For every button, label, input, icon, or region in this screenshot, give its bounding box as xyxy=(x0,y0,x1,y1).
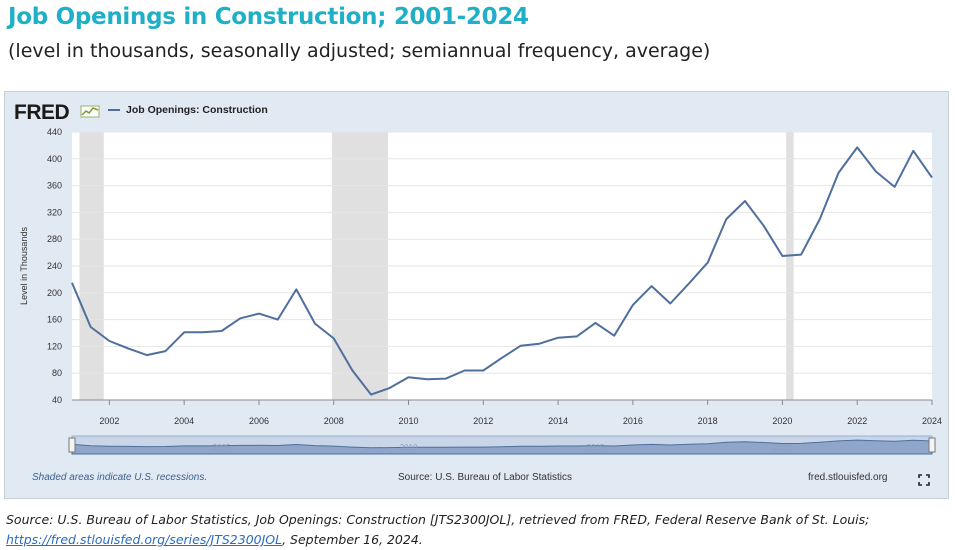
data-point xyxy=(875,170,877,172)
navigator-label-2: 2015 xyxy=(587,443,605,452)
data-point xyxy=(725,218,727,220)
data-point xyxy=(912,150,914,152)
data-point xyxy=(108,340,110,342)
data-point xyxy=(220,330,222,332)
x-tick-label-2008: 2008 xyxy=(324,416,344,426)
navigator-handle-right[interactable] xyxy=(928,437,936,453)
y-tick-label-240: 240 xyxy=(47,261,62,271)
y-tick-label-400: 400 xyxy=(47,154,62,164)
page-title: Job Openings in Construction; 2001-2024 xyxy=(8,4,529,30)
y-tick-label-120: 120 xyxy=(47,341,62,351)
navigator-label-3: 2020 xyxy=(774,443,792,452)
data-point xyxy=(800,253,802,255)
data-point xyxy=(706,261,708,263)
data-point xyxy=(426,378,428,380)
data-point xyxy=(407,376,409,378)
navigator-handle-left[interactable] xyxy=(68,437,76,453)
navigator-label-1: 2010 xyxy=(400,443,418,452)
data-point xyxy=(71,282,73,284)
data-point xyxy=(146,354,148,356)
fullscreen-icon[interactable] xyxy=(918,474,930,486)
data-point xyxy=(744,200,746,202)
data-point xyxy=(89,326,91,328)
source-footer: Source: U.S. Bureau of Labor Statistics,… xyxy=(6,510,869,550)
y-tick-label-320: 320 xyxy=(47,207,62,217)
data-point xyxy=(239,317,241,319)
data-point xyxy=(576,335,578,337)
x-tick-label-2010: 2010 xyxy=(399,416,419,426)
data-point xyxy=(893,186,895,188)
data-point xyxy=(333,337,335,339)
y-tick-label-280: 280 xyxy=(47,234,62,244)
data-point xyxy=(370,393,372,395)
retrieval-date: , September 16, 2024. xyxy=(282,532,423,547)
y-tick-label-40: 40 xyxy=(52,395,62,405)
y-tick-label-440: 440 xyxy=(47,127,62,137)
data-point xyxy=(389,387,391,389)
data-point xyxy=(164,350,166,352)
x-tick-label-2002: 2002 xyxy=(99,416,119,426)
x-tick-label-2014: 2014 xyxy=(548,416,568,426)
source-link[interactable]: https://fred.stlouisfed.org/series/JTS23… xyxy=(6,532,283,547)
x-tick-label-2012: 2012 xyxy=(473,416,493,426)
fred-site-link[interactable]: fred.stlouisfed.org xyxy=(808,472,888,483)
x-tick-label-2016: 2016 xyxy=(623,416,643,426)
data-point xyxy=(763,225,765,227)
source-link-line: https://fred.stlouisfed.org/series/JTS23… xyxy=(6,530,869,550)
y-tick-label-160: 160 xyxy=(47,315,62,325)
data-point xyxy=(463,369,465,371)
data-point xyxy=(688,282,690,284)
data-point xyxy=(258,312,260,314)
y-tick-label-80: 80 xyxy=(52,368,62,378)
fred-logo-chart-icon xyxy=(80,105,100,118)
graph-source-note: Source: U.S. Bureau of Labor Statistics xyxy=(398,472,572,483)
x-tick-label-2024: 2024 xyxy=(922,416,942,426)
data-point xyxy=(538,343,540,345)
legend-label: Job Openings: Construction xyxy=(126,104,268,116)
y-axis-title: Level in Thousands xyxy=(19,227,29,305)
legend: Job Openings: Construction xyxy=(108,104,268,116)
y-tick-label-360: 360 xyxy=(47,181,62,191)
data-point xyxy=(351,369,353,371)
data-point xyxy=(127,347,129,349)
data-point xyxy=(202,331,204,333)
data-point xyxy=(314,322,316,324)
data-point xyxy=(519,345,521,347)
data-point xyxy=(183,331,185,333)
x-tick-label-2004: 2004 xyxy=(174,416,194,426)
page-subtitle: (level in thousands, seasonally adjusted… xyxy=(8,40,711,62)
data-point xyxy=(837,172,839,174)
data-point xyxy=(295,288,297,290)
data-point xyxy=(856,146,858,148)
data-point xyxy=(594,322,596,324)
data-point xyxy=(276,318,278,320)
legend-swatch xyxy=(108,109,120,111)
x-tick-label-2020: 2020 xyxy=(772,416,792,426)
recession-note: Shaded areas indicate U.S. recessions. xyxy=(32,472,208,483)
data-point xyxy=(669,302,671,304)
series-line-0 xyxy=(71,146,933,396)
data-point xyxy=(501,357,503,359)
navigator-series xyxy=(71,439,933,455)
data-point xyxy=(781,255,783,257)
data-point xyxy=(819,218,821,220)
data-point xyxy=(632,304,634,306)
data-point xyxy=(445,377,447,379)
data-point xyxy=(613,334,615,336)
source-text: Source: U.S. Bureau of Labor Statistics,… xyxy=(6,512,870,527)
x-tick-label-2022: 2022 xyxy=(847,416,867,426)
x-tick-label-2006: 2006 xyxy=(249,416,269,426)
data-point xyxy=(931,176,933,178)
data-point xyxy=(650,285,652,287)
data-point xyxy=(482,369,484,371)
navigator-label-0: 2005 xyxy=(213,443,231,452)
y-tick-label-200: 200 xyxy=(47,288,62,298)
data-point xyxy=(557,336,559,338)
fred-logo[interactable]: FRED xyxy=(14,101,70,124)
x-tick-label-2018: 2018 xyxy=(698,416,718,426)
